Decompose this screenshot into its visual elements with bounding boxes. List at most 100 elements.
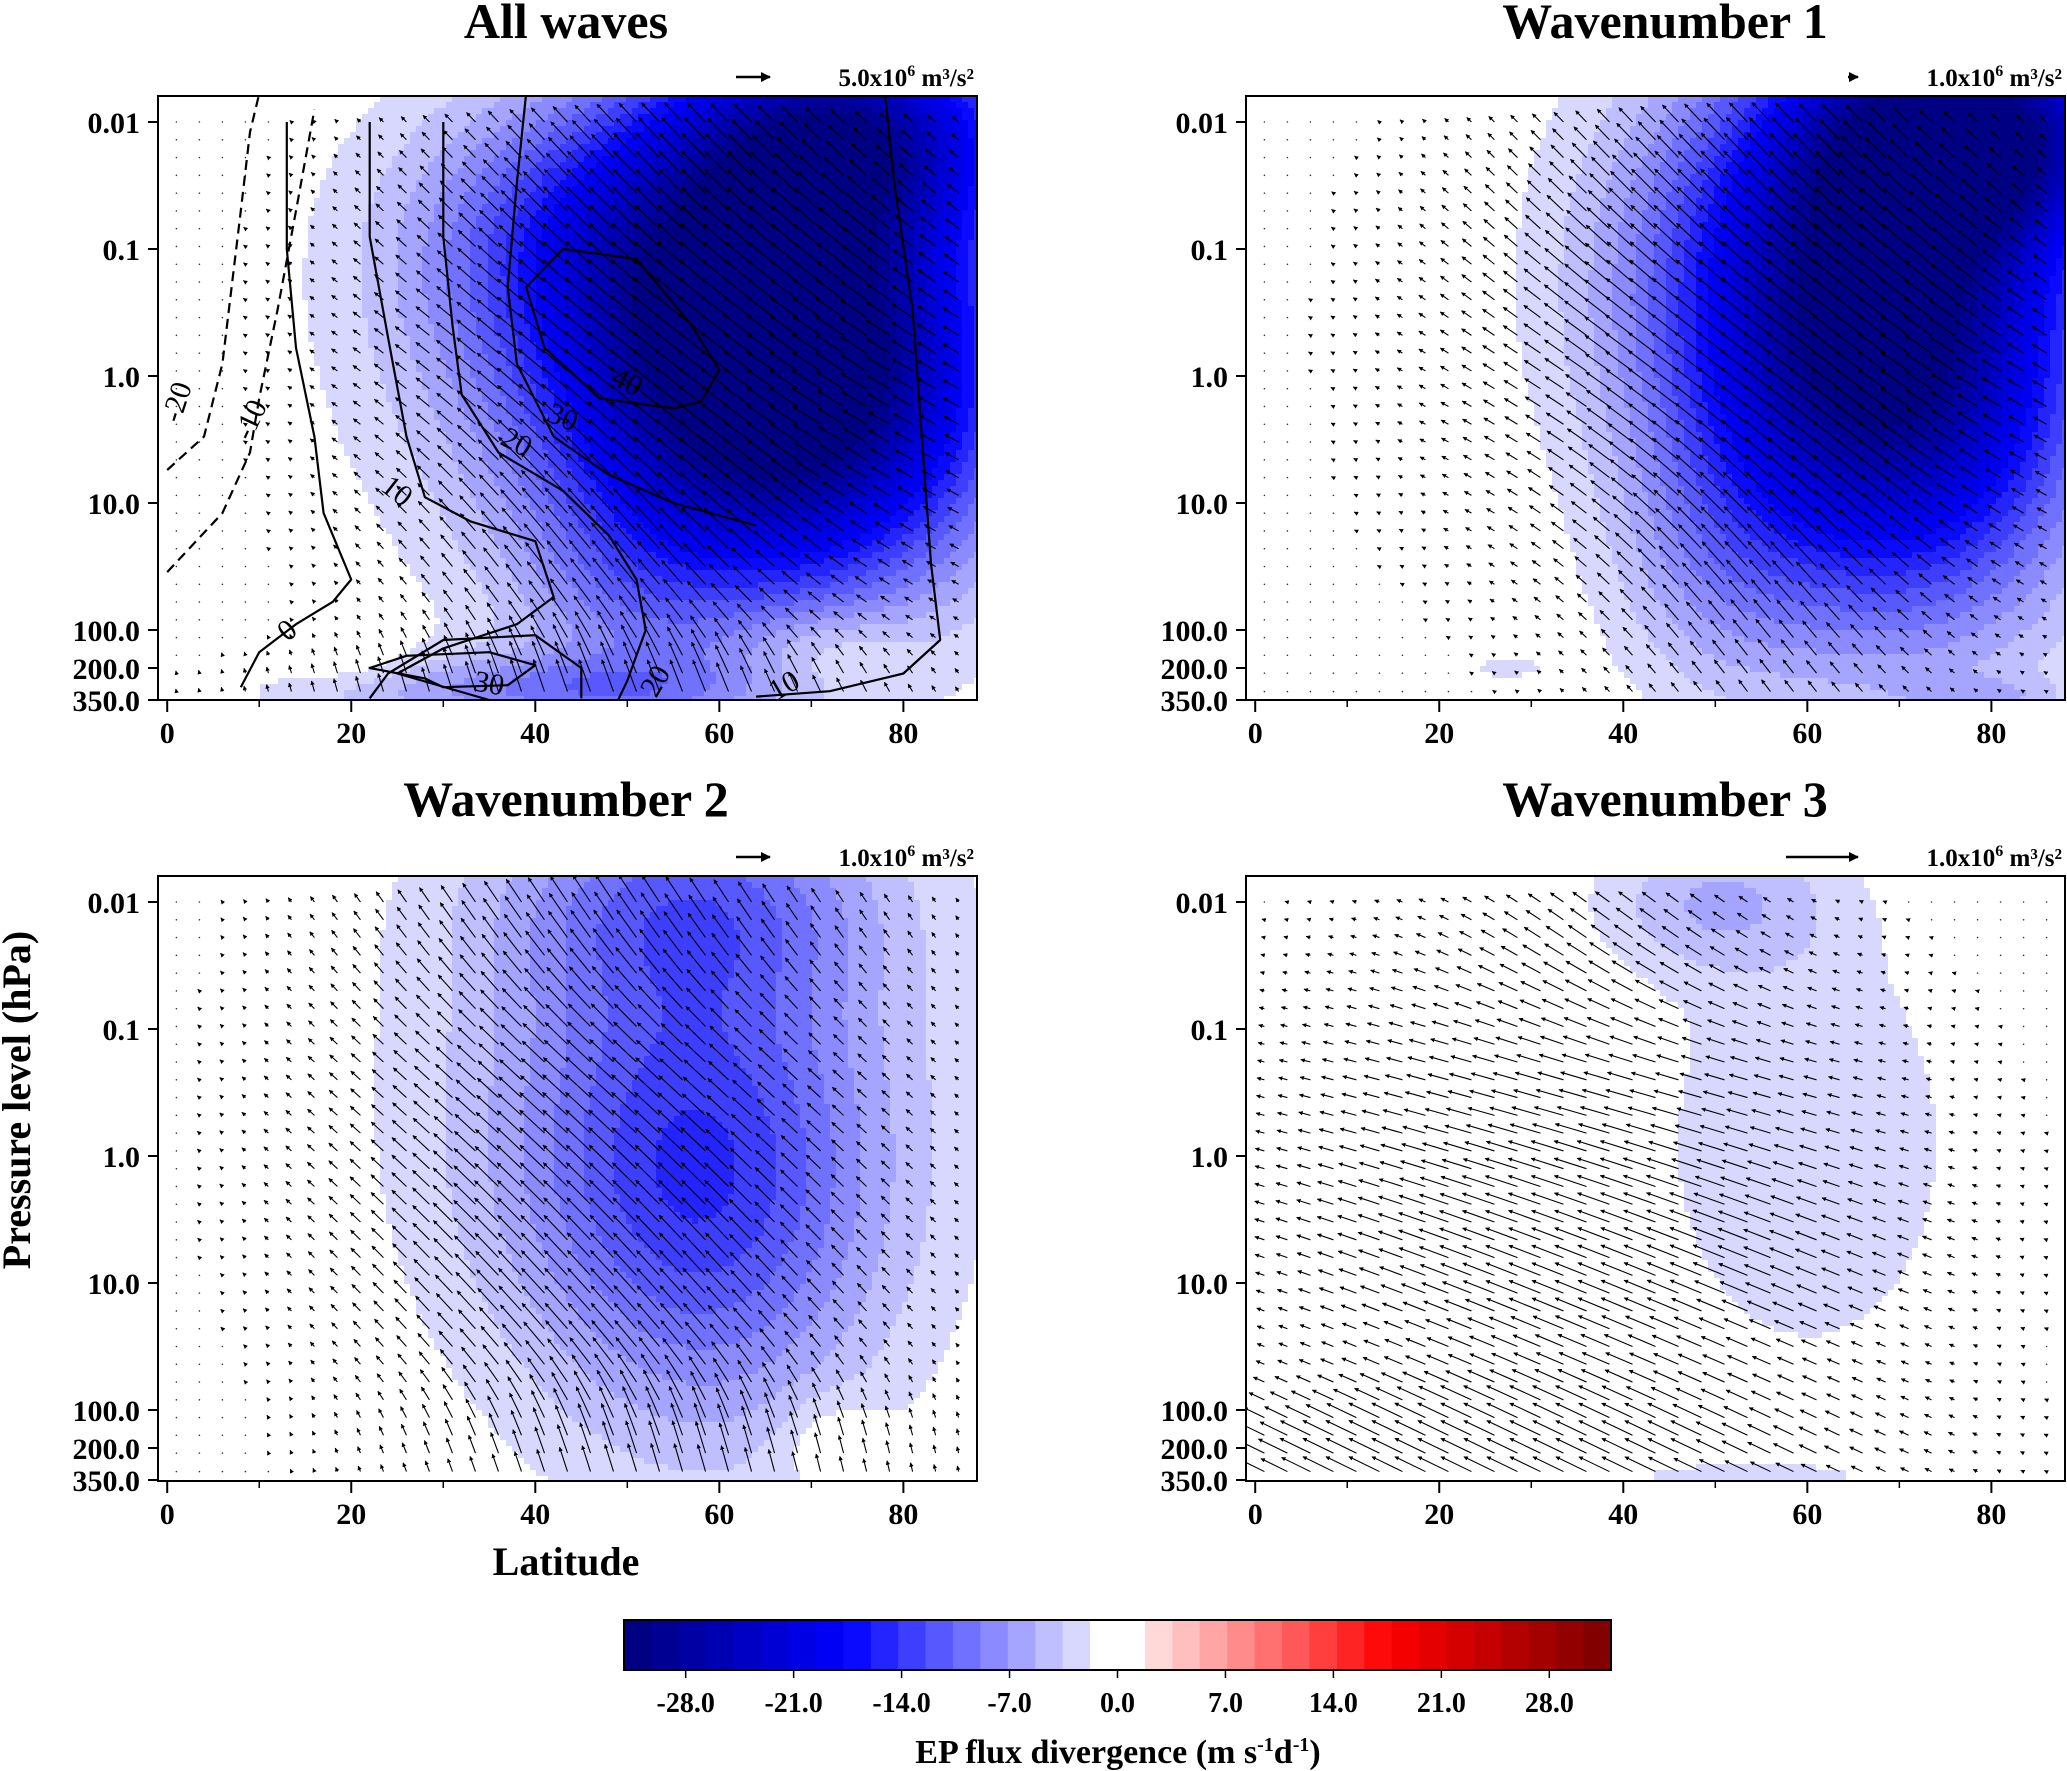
shade-cell [848,246,855,253]
shade-cell [848,126,855,133]
shade-cell [914,246,921,253]
shade-cell [968,342,975,349]
shade-cell [374,180,381,187]
shade-cell [842,204,849,211]
shade-cell [746,144,753,151]
shade-cell [794,216,801,223]
shade-cell [752,102,759,109]
shade-cell [758,216,765,223]
shade-cell [764,330,771,337]
shade-cell [650,150,657,157]
shade-cell [596,276,603,283]
shade-cell [602,150,609,157]
shade-cell [656,180,663,187]
shade-cell [962,192,969,199]
shade-cell [914,258,921,265]
shade-cell [710,228,717,235]
shade-cell [806,102,813,109]
shade-cell [920,120,927,127]
shade-cell [716,240,723,247]
shade-cell [944,114,951,121]
shade-cell [866,312,873,319]
shade-cell [320,102,327,109]
shade-cell [680,120,687,127]
shade-cell [410,318,417,325]
shade-cell [608,102,615,109]
shade-cell [770,318,777,325]
shade-cell [878,300,885,307]
shade-cell [782,228,789,235]
shade-cell [944,138,951,145]
shade-cell [566,216,573,223]
shade-cell [428,180,435,187]
shade-cell [824,144,831,151]
shade-cell [782,120,789,127]
shade-cell [680,102,687,109]
shade-cell [722,144,729,151]
shade-cell [824,240,831,247]
shade-cell [932,246,939,253]
shade-cell [518,270,525,277]
shade-cell [746,108,753,115]
shade-cell [344,174,351,181]
shade-cell [314,114,321,121]
shade-cell [440,102,447,109]
shade-cell [632,108,639,115]
shade-cell [944,258,951,265]
shade-cell [974,96,977,103]
shade-cell [488,222,495,229]
shade-cell [524,258,531,265]
shade-cell [938,120,945,127]
shade-cell [704,324,711,331]
shade-cell [476,342,483,349]
shade-cell [548,204,555,211]
shade-cell [758,108,765,115]
shade-cell [674,246,681,253]
shade-cell [956,150,963,157]
shade-cell [332,144,339,151]
shade-cell [380,102,387,109]
shade-cell [854,198,861,205]
shade-cell [344,186,351,193]
shade-cell [368,162,375,169]
shade-cell [704,96,711,103]
shade-cell [350,318,357,325]
shade-cell [620,114,627,121]
shade-cell [692,228,699,235]
shade-cell [614,126,621,133]
shade-cell [626,120,633,127]
shade-cell [410,186,417,193]
shade-cell [704,246,711,253]
shade-cell [404,198,411,205]
shade-cell [734,168,741,175]
shade-cell [800,222,807,229]
shade-cell [476,114,483,121]
shade-cell [590,252,597,259]
shade-cell [914,222,921,229]
shade-cell [410,156,417,163]
shade-cell [452,108,459,115]
shade-cell [548,162,555,169]
shade-cell [674,210,681,217]
shade-cell [860,108,867,115]
shade-cell [962,246,969,253]
shade-cell [290,192,297,199]
shade-cell [674,102,681,109]
shade-cell [464,156,471,163]
shade-cell [698,192,705,199]
shade-cell [794,288,801,295]
shade-cell [596,162,603,169]
shade-cell [326,294,333,301]
shade-cell [764,138,771,145]
shade-cell [308,282,315,289]
shade-cell [872,132,879,139]
shade-cell [680,192,687,199]
shade-cell [680,156,687,163]
shade-cell [446,96,453,103]
shade-cell [488,246,495,253]
shade-cell [560,198,567,205]
shade-cell [764,282,771,289]
shade-cell [920,132,927,139]
shade-cell [356,270,363,277]
shade-cell [692,174,699,181]
